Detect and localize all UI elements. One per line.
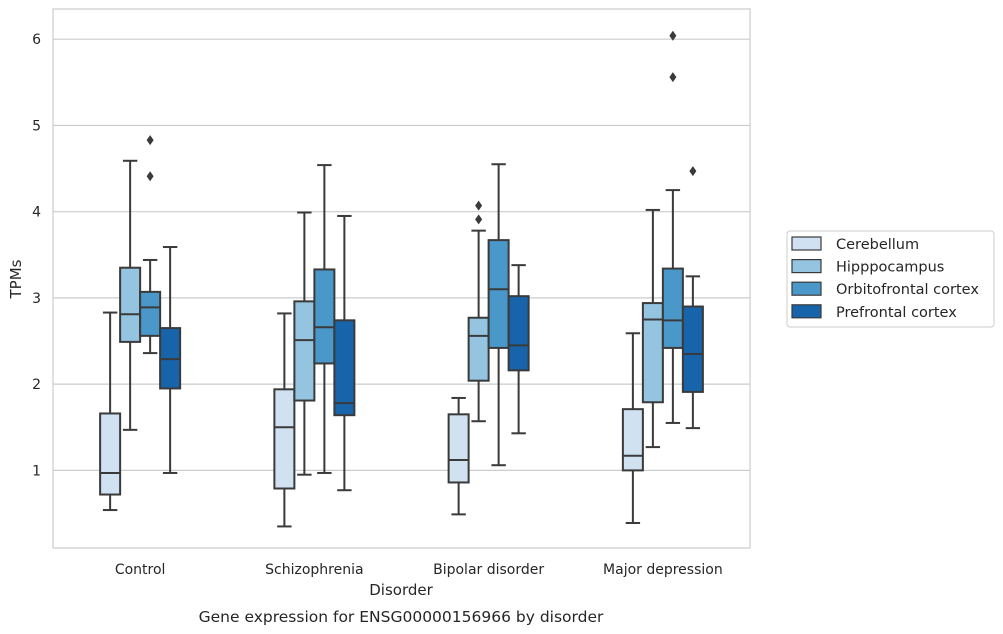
iqr-box — [449, 414, 469, 482]
x-axis-ticks: Control Schizophrenia Bipolar disorder Majo… — [115, 562, 723, 578]
x-tick-label: Control — [115, 562, 166, 578]
box-cerebellum — [274, 313, 294, 526]
y-tick-label: 4 — [32, 205, 41, 221]
iqr-box — [334, 320, 354, 415]
iqr-box — [509, 296, 529, 370]
box-orbitofrontal-cortex — [663, 31, 683, 423]
y-tick-label: 1 — [32, 463, 41, 479]
iqr-box — [643, 303, 663, 402]
outlier-point — [475, 201, 482, 211]
y-axis-ticks: 1 2 3 4 5 6 — [32, 32, 41, 479]
iqr-box — [274, 389, 294, 488]
iqr-box — [469, 318, 489, 381]
y-tick-label: 6 — [32, 32, 41, 48]
iqr-box — [314, 269, 334, 363]
legend: Cerebellum Hipppocampus Orbitofrontal cort… — [787, 231, 994, 327]
legend-swatch — [792, 305, 821, 318]
box-prefrontal-cortex — [509, 265, 529, 433]
iqr-box — [489, 240, 509, 348]
iqr-box — [294, 301, 314, 400]
box-prefrontal-cortex — [334, 216, 354, 490]
box-hipppocampus — [643, 210, 663, 447]
y-tick-label: 3 — [32, 291, 41, 307]
legend-entry-label: Cerebellum — [836, 237, 919, 253]
box-prefrontal-cortex — [160, 247, 180, 473]
iqr-box — [663, 269, 683, 348]
box-hipppocampus — [294, 213, 314, 475]
x-tick-label: Major depression — [603, 562, 723, 578]
x-tick-label: Bipolar disorder — [433, 562, 544, 578]
x-axis-label: Disorder — [369, 581, 433, 599]
legend-swatch — [792, 260, 821, 273]
legend-entry-label: Orbitofrontal cortex — [836, 282, 979, 298]
iqr-box — [623, 409, 643, 470]
gridlines — [53, 39, 750, 470]
box-prefrontal-cortex — [683, 166, 703, 428]
box-hipppocampus — [469, 201, 489, 422]
box-plot-chart: 1 2 3 4 5 6 Control Schizophrenia Bipolar disor… — [0, 0, 1003, 634]
outlier-point — [669, 72, 676, 82]
iqr-box — [683, 307, 703, 392]
iqr-box — [140, 292, 160, 336]
outlier-point — [689, 166, 696, 176]
box-cerebellum — [449, 398, 469, 514]
y-axis-label: TPMs — [7, 259, 25, 299]
plot-boxes — [100, 31, 703, 527]
legend-entry-label: Hipppocampus — [836, 260, 944, 276]
legend-swatch — [792, 282, 821, 295]
box-orbitofrontal-cortex — [489, 164, 509, 465]
iqr-box — [120, 268, 140, 342]
figure-caption: Gene expression for ENSG00000156966 by d… — [199, 608, 604, 626]
iqr-box — [100, 413, 120, 494]
outlier-point — [147, 135, 154, 145]
x-tick-label: Schizophrenia — [265, 562, 363, 578]
plot-frame — [53, 9, 750, 548]
legend-entry-label: Prefrontal cortex — [836, 305, 957, 321]
box-hipppocampus — [120, 161, 140, 430]
y-tick-label: 5 — [32, 118, 41, 134]
y-tick-label: 2 — [32, 377, 41, 393]
box-orbitofrontal-cortex — [140, 135, 160, 353]
outlier-point — [147, 171, 154, 181]
legend-swatch — [792, 237, 821, 250]
outlier-point — [475, 214, 482, 224]
box-cerebellum — [100, 313, 120, 510]
box-cerebellum — [623, 333, 643, 523]
